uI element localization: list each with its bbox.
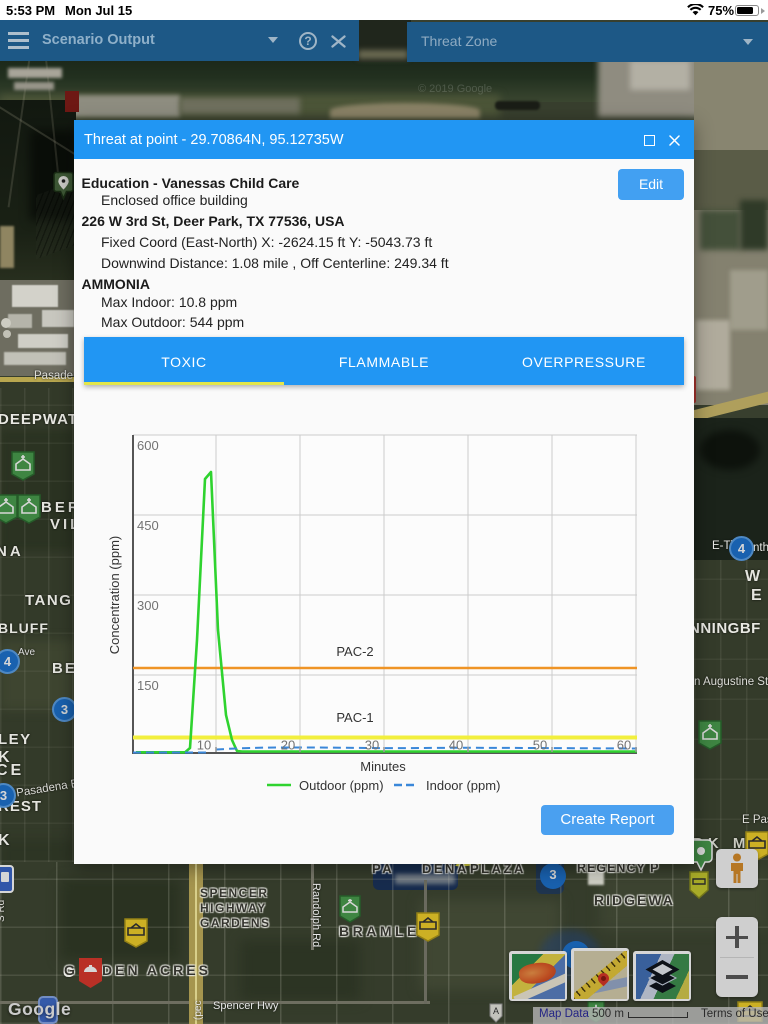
svg-text:450: 450 (137, 518, 159, 533)
svg-text:Minutes: Minutes (360, 759, 406, 774)
svg-text:600: 600 (137, 438, 159, 453)
svg-text:30: 30 (365, 738, 379, 753)
svg-text:PAC-2: PAC-2 (336, 644, 373, 659)
svg-text:40: 40 (449, 738, 463, 753)
svg-text:20: 20 (281, 738, 295, 753)
svg-text:300: 300 (137, 598, 159, 613)
svg-text:Indoor (ppm): Indoor (ppm) (426, 778, 500, 793)
svg-text:PAC-1: PAC-1 (336, 710, 373, 725)
svg-text:50: 50 (533, 738, 547, 753)
svg-text:150: 150 (137, 678, 159, 693)
svg-text:10: 10 (197, 738, 211, 753)
svg-text:Concentration (ppm): Concentration (ppm) (107, 536, 122, 655)
svg-text:60: 60 (617, 738, 631, 753)
svg-text:A: A (493, 1006, 499, 1016)
svg-text:Outdoor (ppm): Outdoor (ppm) (299, 778, 384, 793)
